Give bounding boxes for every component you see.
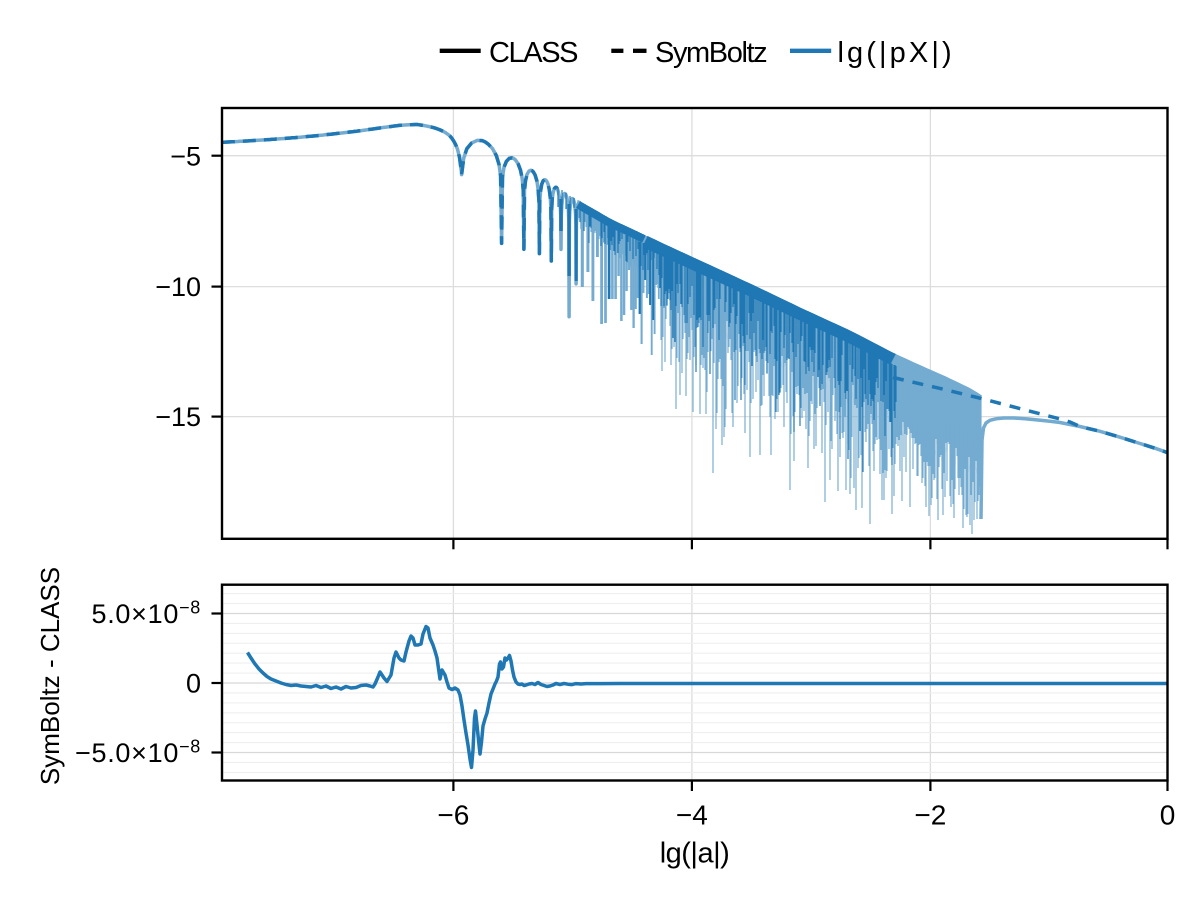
svg-text:−6: −6 [437, 800, 469, 831]
svg-text:−2: −2 [914, 800, 946, 831]
svg-text:−4: −4 [676, 800, 708, 831]
svg-text:−5: −5 [170, 141, 201, 171]
svg-text:0: 0 [1160, 800, 1176, 831]
svg-text:SymBoltz: SymBoltz [655, 37, 767, 69]
svg-text:−10: −10 [155, 272, 201, 302]
svg-text:CLASS: CLASS [489, 37, 578, 69]
svg-text:0: 0 [186, 669, 201, 699]
svg-text:lg(|a|): lg(|a|) [660, 838, 730, 870]
svg-text:SymBoltz - CLASS: SymBoltz - CLASS [35, 567, 65, 785]
svg-text:−15: −15 [155, 402, 201, 432]
svg-text:−5.0×10−8: −5.0×10−8 [75, 737, 201, 769]
svg-text:lg(|pX|): lg(|pX|) [838, 37, 955, 69]
